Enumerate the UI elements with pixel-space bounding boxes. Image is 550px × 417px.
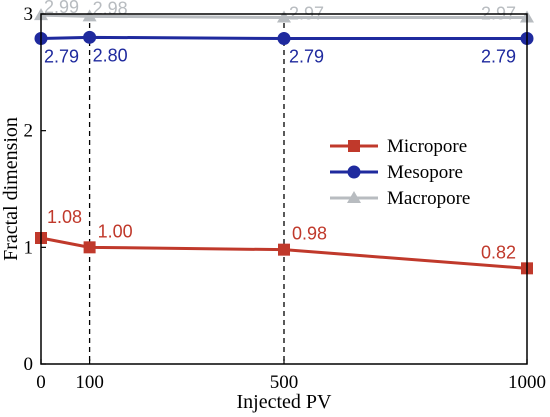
micropore-value-label: 0.98: [292, 224, 327, 244]
micropore-point: [278, 243, 290, 256]
mesopore-point: [277, 32, 291, 45]
macropore-value-label: 2.98: [93, 0, 128, 18]
x-tick-label: 500: [270, 372, 299, 393]
mesopore-point: [83, 30, 97, 44]
legend-micropore-label: Micropore: [387, 136, 467, 157]
reference-lines: [88, 14, 285, 364]
legend: Micropore Mesopore Macropore: [330, 136, 470, 209]
series-layer: [34, 8, 534, 275]
mesopore-value-label: 2.79: [44, 47, 79, 67]
macropore-value-label: 2.99: [44, 0, 79, 17]
micropore-value-label: 1.08: [47, 207, 82, 227]
x-tick-label: 1000: [508, 372, 546, 393]
mesopore-value-label: 2.79: [289, 47, 324, 67]
mesopore-line: [40, 35, 527, 40]
mesopore-value-label: 2.80: [93, 45, 128, 65]
legend-macropore-label: Macropore: [387, 188, 470, 209]
micropore-point: [83, 241, 96, 254]
y-tick-label: 3: [24, 4, 34, 25]
macropore-line: [40, 13, 527, 19]
macropore-point: [82, 9, 97, 22]
axis-ticks: 0 100 500 1000 0 1 2 3: [24, 4, 547, 393]
y-tick-label: 0: [24, 354, 34, 375]
x-axis-title: Injected PV: [237, 391, 333, 413]
legend-mesopore-label: Mesopore: [387, 162, 463, 183]
legend-micropore-marker: [348, 140, 360, 152]
y-tick-label: 2: [24, 121, 34, 142]
legend-macropore-marker: [347, 191, 361, 203]
micropore-value-label: 0.82: [481, 242, 516, 262]
macropore-point: [277, 10, 291, 23]
x-tick-label: 0: [36, 372, 46, 393]
y-tick-label: 1: [24, 237, 34, 258]
y-axis-title: Fractal dimension: [0, 117, 22, 261]
x-tick-label: 100: [75, 372, 104, 393]
mesopore-value-label: 2.79: [481, 47, 516, 67]
micropore-line: [40, 236, 528, 270]
micropore-value-label: 1.00: [98, 221, 133, 241]
legend-mesopore-marker: [347, 165, 361, 179]
